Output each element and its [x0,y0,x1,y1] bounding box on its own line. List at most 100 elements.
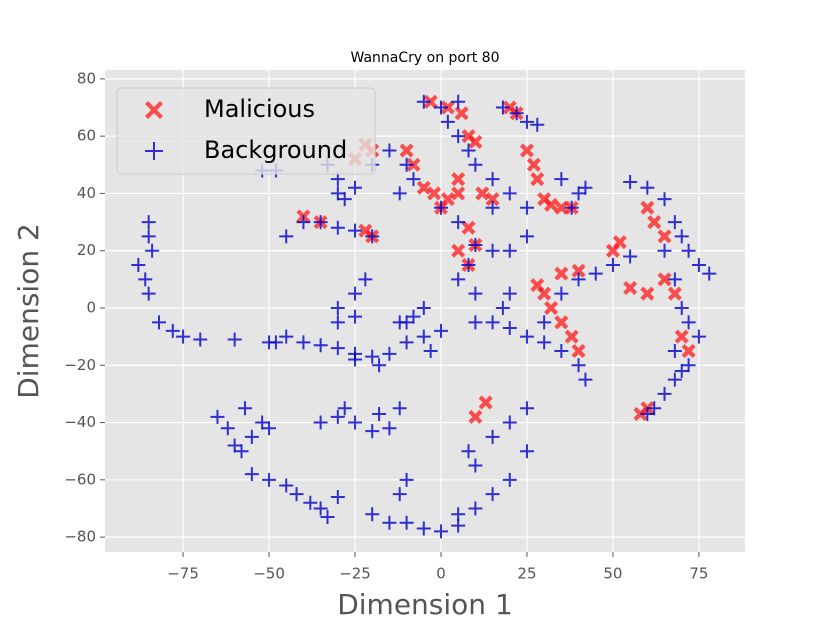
point [468,315,483,330]
point [691,258,706,273]
point [451,186,466,201]
point [433,100,448,115]
point [461,143,476,158]
point [674,300,689,315]
legend: Malicious Background [116,87,376,175]
point [176,329,191,344]
point [667,272,682,287]
point [640,200,655,215]
point [640,406,655,421]
point [578,372,593,387]
point [554,315,569,330]
point [537,286,552,301]
point [440,114,455,129]
point [337,192,352,207]
point [145,243,160,258]
point [255,415,270,430]
point [502,415,517,430]
point [571,186,586,201]
point [227,332,242,347]
point [399,472,414,487]
point [330,186,345,201]
legend-marker [145,101,163,119]
y-tick-label: 0 [86,298,96,316]
point [468,237,483,252]
x-tick-label: 25 [517,565,536,583]
point [237,401,252,416]
point [681,358,696,373]
point [578,180,593,195]
x-tick-label: −75 [167,565,199,583]
point [691,329,706,344]
point [478,395,493,410]
point [451,129,466,144]
point [406,172,421,187]
legend-box [116,87,376,175]
x-tick-label: −50 [253,565,285,583]
point [451,172,466,187]
point [657,192,672,207]
point [681,243,696,258]
y-tick-label: 60 [77,127,96,145]
point [279,478,294,493]
point [502,472,517,487]
point [571,358,586,373]
legend-marker [145,142,163,160]
point [296,335,311,350]
point [526,157,541,172]
point [382,421,397,436]
point [289,487,304,502]
point [681,343,696,358]
point [365,424,380,439]
point [537,335,552,350]
point [151,315,166,330]
point [485,172,500,187]
point [358,272,373,287]
point [571,263,586,278]
y-tick-label: −20 [64,356,96,374]
point [461,444,476,459]
point [530,172,545,187]
point [262,472,277,487]
point [667,372,682,387]
x-axis-label: Dimension 1 [337,588,513,621]
point [681,315,696,330]
point [382,515,397,530]
point [268,335,283,350]
point [330,220,345,235]
point [571,272,586,287]
point [495,100,510,115]
point [612,235,627,250]
point [313,501,328,516]
point [227,438,242,453]
point [382,143,397,158]
point [392,487,407,502]
point [451,94,466,109]
point [537,315,552,330]
point [330,300,345,315]
point [657,229,672,244]
point [451,215,466,230]
point [544,300,559,315]
point [296,215,311,230]
point [657,272,672,287]
point [433,200,448,215]
point [399,157,414,172]
point [337,401,352,416]
point [461,258,476,273]
point [623,249,638,264]
point [485,429,500,444]
point [313,215,328,230]
point [647,401,662,416]
point [138,272,153,287]
point [485,243,500,258]
point [564,329,579,344]
point [382,346,397,361]
point [640,286,655,301]
point [554,343,569,358]
point [519,444,534,459]
point [451,243,466,258]
point [427,186,442,201]
point [468,409,483,424]
